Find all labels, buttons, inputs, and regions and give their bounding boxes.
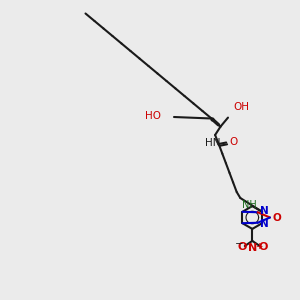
Text: −: − [234, 239, 243, 249]
Text: N: N [260, 219, 269, 229]
Text: O: O [237, 242, 247, 252]
Text: NH: NH [242, 200, 256, 210]
Text: N: N [260, 206, 269, 216]
Text: HO: HO [145, 110, 160, 121]
Text: +: + [255, 242, 263, 251]
Text: O: O [229, 136, 238, 147]
Text: OH: OH [233, 102, 249, 112]
Text: O: O [272, 212, 281, 223]
Text: O: O [258, 242, 268, 252]
Text: N: N [248, 243, 257, 253]
Text: HN: HN [205, 138, 220, 148]
